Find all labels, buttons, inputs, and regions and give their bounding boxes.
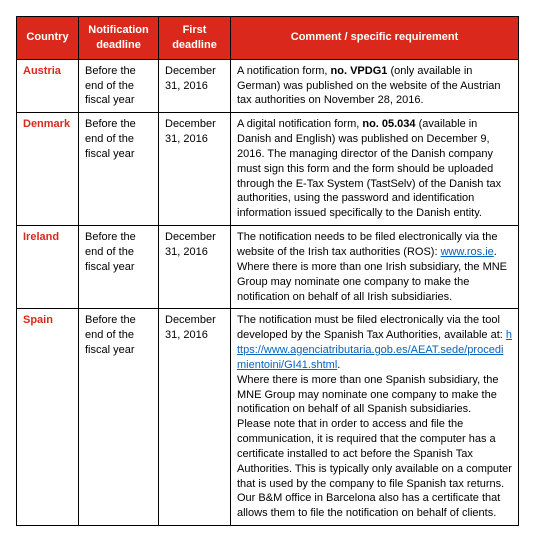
col-first-dead: First deadline bbox=[159, 17, 231, 60]
cell-comment: A digital notification form, no. 05.034 … bbox=[231, 113, 519, 226]
table-header-row: Country Notification deadline First dead… bbox=[17, 17, 519, 60]
cell-notification-deadline: Before the end of the fiscal year bbox=[79, 113, 159, 226]
comment-text-pre: The notification must be filed electroni… bbox=[237, 314, 506, 341]
col-comment: Comment / specific requirement bbox=[231, 17, 519, 60]
notification-table: Country Notification deadline First dead… bbox=[16, 16, 519, 526]
col-notif-dead: Notification deadline bbox=[79, 17, 159, 60]
cell-first-deadline: December 31, 2016 bbox=[159, 113, 231, 226]
cell-comment: The notification must be filed electroni… bbox=[231, 309, 519, 526]
cell-notification-deadline: Before the end of the fiscal year bbox=[79, 309, 159, 526]
cell-country: Spain bbox=[17, 309, 79, 526]
comment-paragraph: The notification must be filed electroni… bbox=[237, 313, 512, 372]
comment-paragraph: Please note that in order to access and … bbox=[237, 417, 512, 521]
table-row: Ireland Before the end of the fiscal yea… bbox=[17, 226, 519, 309]
cell-country: Austria bbox=[17, 59, 79, 113]
cell-first-deadline: December 31, 2016 bbox=[159, 59, 231, 113]
table-row: Denmark Before the end of the fiscal yea… bbox=[17, 113, 519, 226]
table-row: Austria Before the end of the fiscal yea… bbox=[17, 59, 519, 113]
comment-text-pre: A notification form, bbox=[237, 65, 331, 77]
comment-text-pre: A digital notification form, bbox=[237, 118, 362, 130]
cell-comment: A notification form, no. VPDG1 (only ava… bbox=[231, 59, 519, 113]
cell-first-deadline: December 31, 2016 bbox=[159, 226, 231, 309]
comment-text-bold: no. VPDG1 bbox=[331, 65, 388, 77]
comment-text-post: . bbox=[337, 359, 340, 371]
cell-notification-deadline: Before the end of the fiscal year bbox=[79, 226, 159, 309]
cell-first-deadline: December 31, 2016 bbox=[159, 309, 231, 526]
cell-notification-deadline: Before the end of the fiscal year bbox=[79, 59, 159, 113]
table-row: Spain Before the end of the fiscal year … bbox=[17, 309, 519, 526]
comment-paragraph: Where there is more than one Spanish sub… bbox=[237, 373, 512, 418]
cell-comment: The notification needs to be filed elect… bbox=[231, 226, 519, 309]
comment-text-post: (available in Danish and English) was pu… bbox=[237, 118, 501, 219]
cell-country: Ireland bbox=[17, 226, 79, 309]
col-country: Country bbox=[17, 17, 79, 60]
comment-link[interactable]: www.ros.ie bbox=[441, 246, 494, 258]
cell-country: Denmark bbox=[17, 113, 79, 226]
comment-text-bold: no. 05.034 bbox=[362, 118, 415, 130]
